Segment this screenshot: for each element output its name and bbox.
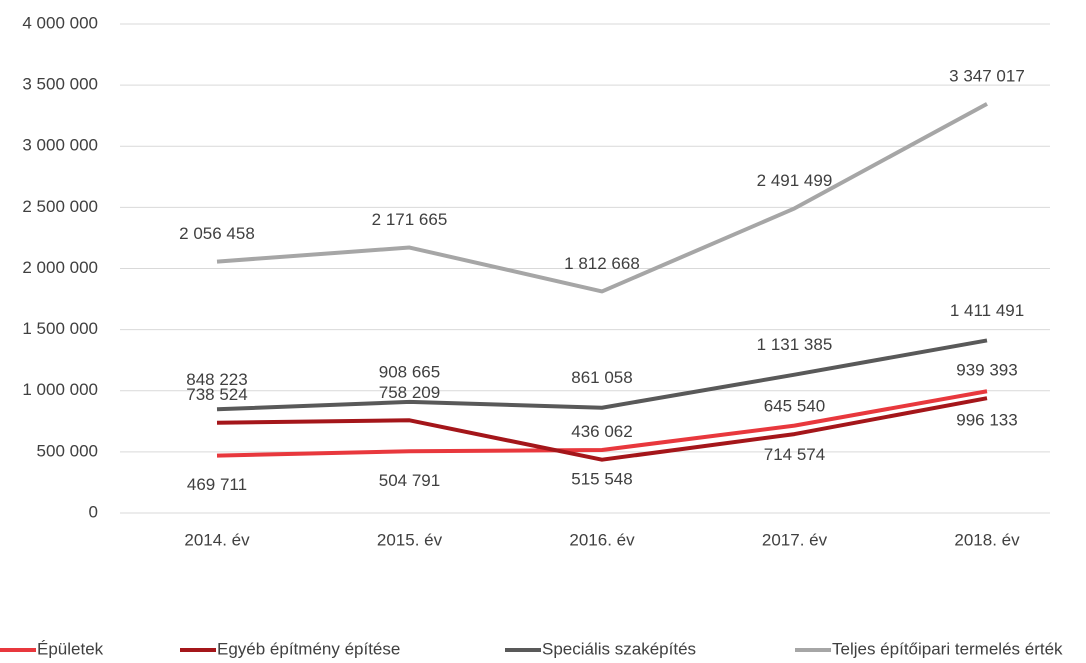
legend-label: Egyéb építmény építése bbox=[217, 639, 400, 658]
series-line bbox=[216, 389, 988, 458]
data-label: 3 347 017 bbox=[949, 66, 1025, 85]
series-line bbox=[216, 102, 988, 294]
series-line bbox=[216, 338, 988, 412]
data-label: 861 058 bbox=[571, 368, 632, 387]
data-label: 939 393 bbox=[956, 361, 1017, 380]
legend-label: Teljes építőipari termelés érték bbox=[832, 639, 1063, 658]
y-tick-label: 3 000 000 bbox=[22, 136, 98, 155]
y-tick-label: 2 000 000 bbox=[22, 258, 98, 277]
y-tick-label: 500 000 bbox=[37, 441, 98, 460]
legend-label: Épületek bbox=[37, 639, 104, 658]
data-label: 645 540 bbox=[764, 397, 825, 416]
x-tick-label: 2018. év bbox=[954, 530, 1020, 549]
series-line bbox=[216, 396, 988, 462]
x-tick-label: 2017. év bbox=[762, 530, 828, 549]
data-label: 1 411 491 bbox=[950, 301, 1024, 320]
data-label: 848 223 bbox=[186, 370, 247, 389]
data-label: 436 062 bbox=[571, 422, 632, 441]
y-tick-label: 1 000 000 bbox=[22, 380, 98, 399]
y-tick-label: 1 500 000 bbox=[22, 319, 98, 338]
data-label: 1 812 668 bbox=[564, 254, 640, 273]
x-tick-label: 2016. év bbox=[569, 530, 635, 549]
y-tick-label: 0 bbox=[89, 502, 98, 521]
data-label: 2 491 499 bbox=[757, 171, 833, 190]
data-label: 908 665 bbox=[379, 362, 440, 381]
data-label: 504 791 bbox=[379, 471, 440, 490]
y-tick-label: 3 500 000 bbox=[22, 75, 98, 94]
data-label: 738 524 bbox=[186, 385, 247, 404]
legend-label: Speciális szaképítés bbox=[542, 639, 696, 658]
data-label: 714 574 bbox=[764, 445, 825, 464]
data-label: 1 131 385 bbox=[757, 335, 833, 354]
data-label: 758 209 bbox=[379, 383, 440, 402]
y-tick-label: 2 500 000 bbox=[22, 197, 98, 216]
data-label: 469 711 bbox=[187, 475, 247, 494]
data-label: 2 056 458 bbox=[179, 224, 255, 243]
x-tick-label: 2015. év bbox=[377, 530, 443, 549]
y-tick-label: 4 000 000 bbox=[22, 13, 98, 32]
data-label: 515 548 bbox=[571, 469, 632, 488]
data-label: 996 133 bbox=[956, 411, 1017, 430]
data-label: 2 171 665 bbox=[372, 210, 448, 229]
x-tick-label: 2014. év bbox=[184, 530, 250, 549]
